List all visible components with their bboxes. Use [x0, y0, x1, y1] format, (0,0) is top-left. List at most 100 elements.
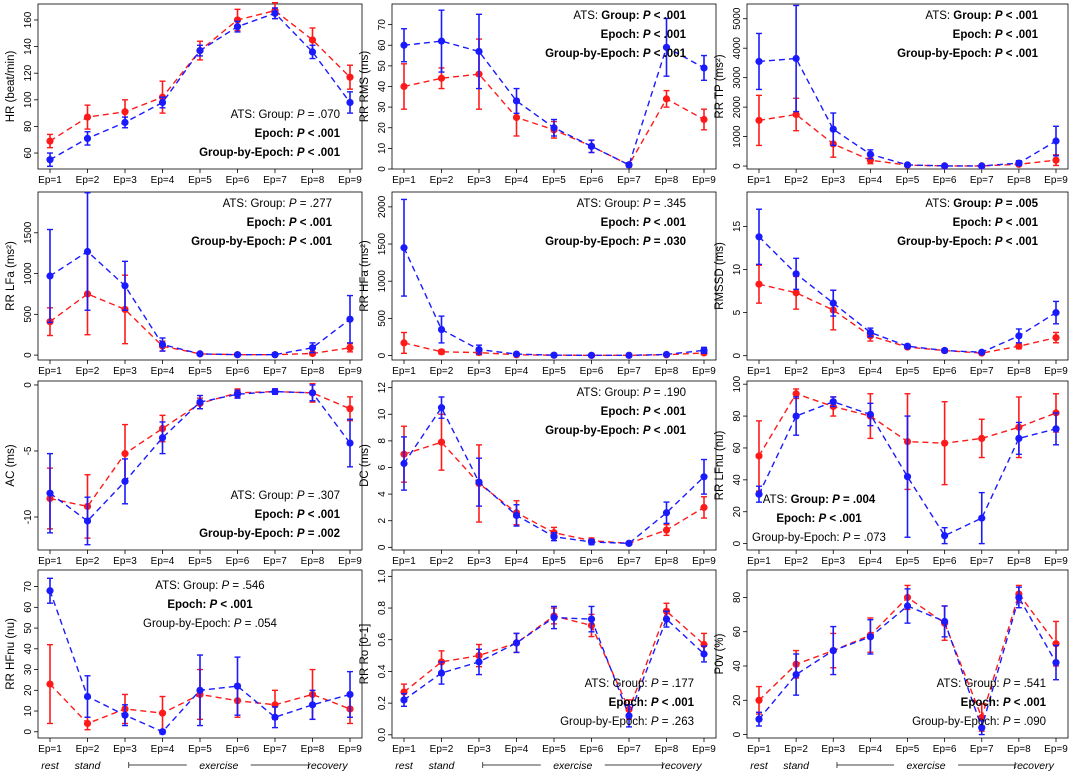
stat-annotation: ATS: Group: P = .005 — [925, 198, 1038, 210]
series-line-blue — [49, 250, 351, 356]
x-tick-label: Ep=8 — [655, 366, 679, 377]
stat-annotation: Epoch: P < .001 — [601, 406, 687, 418]
x-tick-label: Ep=5 — [896, 366, 920, 377]
y-axis-label: RR TP (ms²) — [714, 54, 726, 118]
data-point — [346, 405, 354, 413]
data-point — [587, 615, 596, 623]
x-tick-label: Ep=6 — [580, 744, 604, 755]
annotation-value: < .001 — [651, 48, 687, 60]
data-point — [121, 477, 129, 485]
data-point — [1052, 137, 1060, 145]
annotation-value: < .001 — [1003, 217, 1039, 229]
annotation-p: P — [643, 406, 651, 418]
x-tick-label: Ep=8 — [1007, 556, 1031, 567]
annotation-prefix: Epoch: — [601, 217, 643, 229]
data-point — [700, 650, 708, 658]
x-tick-label: Ep=9 — [1044, 366, 1068, 377]
y-tick-label: 80 — [732, 591, 743, 603]
x-tick-label: Ep=6 — [580, 366, 604, 377]
annotation-p: P — [297, 528, 305, 540]
x-tick-label: Ep=6 — [226, 556, 250, 567]
annotation-value: < .001 — [659, 697, 695, 709]
stat-annotation: Epoch: P < .001 — [953, 217, 1039, 229]
data-point — [46, 489, 54, 497]
annotation-prefix: Group-by-Epoch: — [897, 236, 995, 248]
x-tick-label: Ep=7 — [970, 556, 994, 567]
y-tick-label: 4000 — [732, 37, 743, 60]
annotation-prefix: Group-by-Epoch: — [143, 618, 234, 630]
annotation-p: P — [995, 48, 1003, 60]
y-tick-label: 60 — [732, 442, 743, 454]
x-tick-label: Ep=9 — [692, 366, 716, 377]
y-tick-label: 5000 — [732, 7, 743, 30]
annotation-p: P — [651, 716, 659, 728]
stat-annotation: ATS: Group: P = .277 — [223, 198, 332, 210]
y-tick-label: 0 — [23, 352, 34, 358]
plot-frame — [37, 3, 363, 170]
data-point — [400, 244, 408, 252]
y-axis-label: AC (ms) — [5, 444, 17, 486]
x-tick-label: Ep=2 — [76, 175, 100, 186]
annotation-value: = .005 — [1003, 198, 1039, 210]
data-point — [46, 156, 54, 164]
annotation-p: P — [1003, 716, 1011, 728]
x-tick-label: Ep=3 — [113, 175, 137, 186]
y-tick-label: 40 — [377, 81, 388, 93]
x-tick-label: Ep=6 — [580, 556, 604, 567]
data-point — [700, 473, 708, 481]
data-point — [625, 351, 633, 359]
annotation-prefix: Epoch: — [255, 128, 297, 140]
x-tick-label: Ep=6 — [226, 175, 250, 186]
annotation-value: = .546 — [229, 580, 265, 592]
annotation-prefix: Epoch: — [953, 217, 995, 229]
x-tick-label: Ep=6 — [226, 366, 250, 377]
annotation-prefix: Epoch: — [953, 29, 995, 41]
data-point — [941, 532, 949, 540]
y-tick-label: 70 — [377, 19, 388, 31]
stat-annotation: Epoch: P < .001 — [255, 509, 341, 521]
annotation-p: P — [1003, 697, 1011, 709]
y-tick-label: 5 — [732, 309, 743, 315]
annotation-p: P — [995, 217, 1003, 229]
data-point — [1015, 434, 1023, 442]
data-point — [83, 517, 92, 525]
annotation-p: P — [289, 198, 297, 210]
x-tick-label: Ep=3 — [113, 556, 137, 567]
data-point — [400, 339, 408, 347]
data-point — [512, 511, 521, 520]
data-point — [1052, 658, 1060, 667]
x-tick-label: Ep=9 — [692, 744, 716, 755]
plot-frame — [391, 569, 717, 739]
y-tick-label: 100 — [732, 375, 743, 392]
data-point — [400, 82, 408, 91]
data-point — [587, 351, 596, 359]
annotation-value: = .054 — [241, 618, 277, 630]
data-point — [121, 108, 129, 116]
data-point — [158, 434, 167, 442]
stat-annotation: Group-by-Epoch: P = .002 — [199, 528, 340, 540]
annotation-prefix: Epoch: — [167, 599, 209, 611]
x-tick-label: Ep=8 — [301, 556, 325, 567]
y-axis-label: HR (beat/min) — [5, 51, 17, 123]
data-point — [346, 98, 354, 107]
y-tick-label: 10 — [732, 264, 743, 276]
x-tick-label: Ep=9 — [338, 366, 362, 377]
series-blue — [46, 384, 354, 546]
x-tick-label: Ep=1 — [392, 556, 416, 567]
data-point — [512, 350, 521, 358]
y-axis-label: RR HFa (ms²) — [359, 240, 371, 312]
data-point — [978, 348, 986, 356]
x-tick-label: Ep=5 — [188, 556, 212, 567]
annotation-value: < .001 — [651, 406, 687, 418]
stat-annotation: ATS: Group: P = .190 — [577, 387, 686, 399]
annotation-p: P — [995, 29, 1003, 41]
data-point — [437, 37, 446, 45]
data-point — [903, 473, 912, 481]
data-point — [271, 713, 279, 721]
y-tick-label: 4 — [377, 491, 388, 497]
data-point — [475, 478, 483, 486]
data-point — [792, 412, 800, 420]
x-tick-label: Ep=5 — [188, 744, 212, 755]
annotation-prefix: Group-by-Epoch: — [897, 48, 995, 60]
